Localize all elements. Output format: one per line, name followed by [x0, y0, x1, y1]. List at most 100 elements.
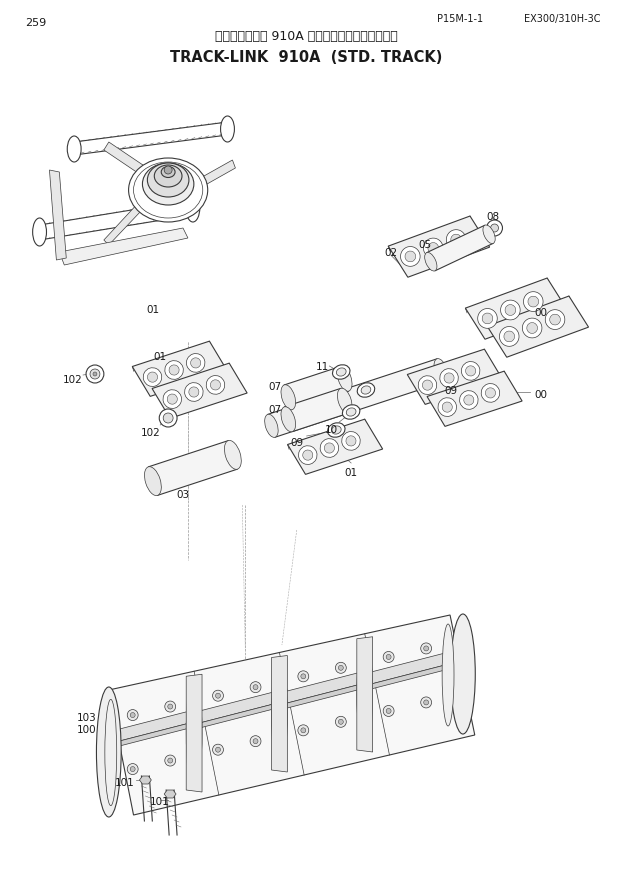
Circle shape	[301, 728, 306, 733]
Ellipse shape	[446, 230, 466, 250]
Text: 02: 02	[384, 248, 397, 258]
Ellipse shape	[444, 373, 454, 383]
Circle shape	[168, 704, 173, 709]
Polygon shape	[164, 790, 176, 798]
Polygon shape	[140, 776, 151, 784]
Text: トラックリンク 910A （スタンダードトラック）: トラックリンク 910A （スタンダードトラック）	[215, 30, 398, 43]
Ellipse shape	[442, 624, 454, 726]
Ellipse shape	[401, 246, 420, 266]
Text: 103: 103	[77, 713, 97, 723]
Circle shape	[165, 701, 175, 712]
Ellipse shape	[550, 314, 560, 325]
Ellipse shape	[327, 423, 345, 437]
Ellipse shape	[485, 388, 495, 398]
Ellipse shape	[133, 162, 203, 218]
Ellipse shape	[324, 443, 334, 453]
Ellipse shape	[186, 681, 198, 786]
Ellipse shape	[428, 243, 438, 253]
Circle shape	[421, 643, 432, 653]
Ellipse shape	[425, 252, 437, 271]
Circle shape	[165, 755, 175, 766]
Ellipse shape	[361, 386, 371, 394]
Circle shape	[490, 224, 498, 232]
Text: 00: 00	[534, 308, 547, 318]
Ellipse shape	[210, 380, 221, 390]
Ellipse shape	[342, 432, 360, 450]
Polygon shape	[152, 364, 247, 419]
Polygon shape	[113, 711, 189, 743]
Ellipse shape	[148, 372, 157, 382]
Ellipse shape	[337, 368, 346, 376]
Ellipse shape	[434, 358, 448, 382]
Polygon shape	[285, 388, 348, 432]
Ellipse shape	[477, 308, 497, 328]
Circle shape	[335, 662, 347, 674]
Polygon shape	[132, 341, 228, 396]
Ellipse shape	[332, 426, 341, 434]
Ellipse shape	[361, 643, 373, 745]
Text: EX300/310H-3C: EX300/310H-3C	[525, 14, 601, 24]
Ellipse shape	[189, 387, 199, 397]
Circle shape	[339, 719, 343, 724]
Text: 101: 101	[149, 797, 169, 807]
Ellipse shape	[451, 234, 461, 245]
Ellipse shape	[154, 165, 182, 187]
Polygon shape	[104, 142, 153, 180]
Polygon shape	[50, 170, 66, 260]
Circle shape	[301, 674, 306, 679]
Polygon shape	[285, 684, 360, 709]
Polygon shape	[199, 692, 275, 723]
Polygon shape	[427, 225, 494, 271]
Text: 100: 100	[78, 725, 97, 735]
Circle shape	[127, 764, 138, 774]
Polygon shape	[272, 655, 287, 772]
Text: 10: 10	[325, 425, 338, 435]
Ellipse shape	[482, 313, 493, 324]
Ellipse shape	[545, 310, 565, 329]
Ellipse shape	[347, 408, 356, 416]
Ellipse shape	[423, 238, 443, 258]
Ellipse shape	[500, 327, 519, 346]
Circle shape	[90, 369, 100, 379]
Ellipse shape	[337, 388, 352, 413]
Circle shape	[298, 671, 309, 682]
Ellipse shape	[67, 136, 81, 162]
Polygon shape	[407, 350, 502, 405]
Circle shape	[339, 665, 343, 670]
Ellipse shape	[33, 218, 46, 246]
Text: 01: 01	[154, 352, 167, 362]
Ellipse shape	[169, 365, 179, 375]
Circle shape	[298, 724, 309, 736]
Circle shape	[213, 690, 223, 701]
Polygon shape	[268, 359, 445, 437]
Text: 102: 102	[63, 375, 82, 385]
Polygon shape	[148, 441, 237, 496]
Text: 00: 00	[534, 390, 547, 400]
Polygon shape	[288, 419, 383, 475]
Polygon shape	[357, 637, 373, 752]
Circle shape	[130, 712, 135, 717]
Circle shape	[383, 705, 394, 717]
Ellipse shape	[105, 699, 117, 806]
Ellipse shape	[97, 687, 121, 817]
Text: TRACK-LINK  910A  (STD. TRACK): TRACK-LINK 910A (STD. TRACK)	[170, 50, 443, 65]
Circle shape	[383, 652, 394, 662]
Ellipse shape	[128, 158, 208, 222]
Circle shape	[127, 710, 138, 721]
Ellipse shape	[224, 441, 241, 470]
Circle shape	[253, 685, 258, 689]
Circle shape	[487, 220, 502, 236]
Polygon shape	[487, 296, 588, 357]
Ellipse shape	[272, 661, 283, 766]
Text: 01: 01	[345, 468, 358, 478]
Ellipse shape	[418, 376, 436, 394]
Circle shape	[423, 700, 428, 705]
Polygon shape	[104, 192, 153, 245]
Polygon shape	[199, 703, 275, 728]
Ellipse shape	[528, 296, 539, 307]
Ellipse shape	[143, 368, 162, 386]
Circle shape	[130, 766, 135, 772]
Ellipse shape	[185, 383, 203, 401]
Circle shape	[421, 697, 432, 708]
Ellipse shape	[275, 661, 287, 766]
